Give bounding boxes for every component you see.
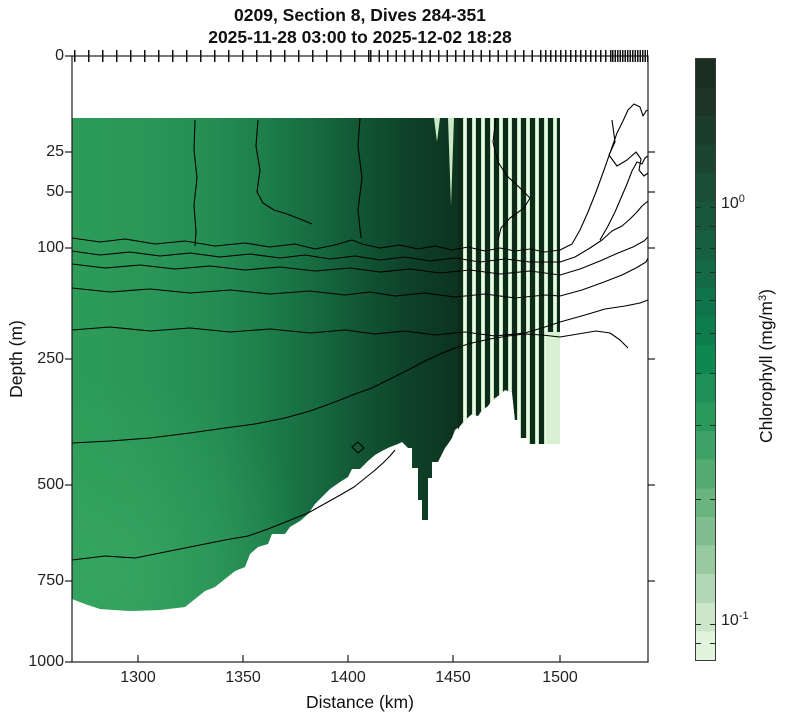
colorbar-gradient: [696, 59, 715, 660]
colorbar-label: Chlorophyll (mg/m3): [756, 246, 776, 486]
plot-title: 0209, Section 8, Dives 284-351: [234, 5, 486, 25]
low-chl-pale-block: [546, 332, 560, 444]
colorbar-label-close: ): [756, 289, 776, 295]
fill-lowlight-overlay: [72, 118, 560, 611]
y-tick-label: 750: [37, 572, 64, 589]
colorbar: [695, 58, 716, 661]
x-tick-label: 1350: [225, 669, 261, 686]
y-tick-label: 500: [37, 476, 64, 493]
tick-exponent: 0: [738, 193, 745, 205]
tick-base: 10: [721, 612, 739, 629]
plot-subtitle: 2025-11-28 03:00 to 2025-12-02 18:28: [208, 27, 512, 47]
x-axis-ticks: [137, 655, 561, 662]
tick-base: 10: [721, 195, 739, 212]
missing-data-stripes: [458, 118, 560, 444]
colorbar-label-sup: 3: [757, 294, 769, 301]
x-tick-label: 1300: [120, 669, 156, 686]
contour-lines: [71, 103, 649, 561]
y-tick-label: 1000: [28, 653, 64, 670]
tick-exponent: -1: [738, 610, 749, 622]
x-tick-label: 1400: [330, 669, 366, 686]
y-tick-label: 250: [37, 350, 64, 367]
y-tick-label: 50: [46, 183, 64, 200]
x-tick-label: 1450: [435, 669, 471, 686]
y-axis-label: Depth (m): [6, 320, 26, 398]
colorbar-tick-label-1e-1: 10-1: [721, 610, 749, 630]
y-tick-label: 100: [37, 239, 64, 256]
y-tick-label: 0: [55, 47, 64, 64]
y-axis-ticks: [65, 55, 655, 663]
missing-dive-wedge: [448, 118, 454, 206]
colorbar-tick-label-1e0: 100: [721, 193, 745, 213]
x-axis-label: Distance (km): [306, 692, 414, 712]
y-tick-label: 25: [46, 143, 64, 160]
x-tick-label: 1500: [542, 669, 578, 686]
colorbar-label-text: Chlorophyll (mg/m: [756, 300, 776, 443]
missing-dive-wedge: [434, 118, 440, 142]
